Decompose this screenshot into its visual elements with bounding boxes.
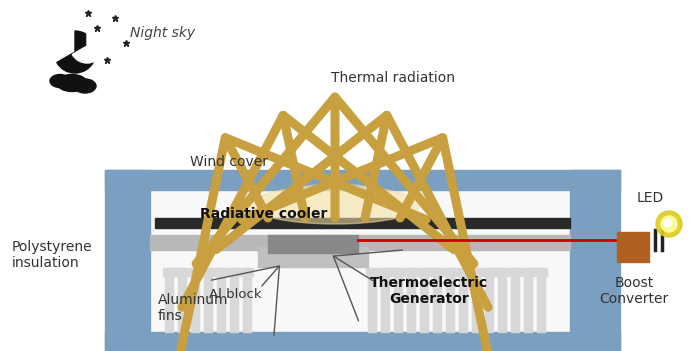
Bar: [511, 268, 519, 332]
Text: Aluminum
fins: Aluminum fins: [158, 293, 228, 323]
Bar: [498, 268, 506, 332]
Bar: [202, 268, 214, 276]
Text: Thermoelectric
Generator: Thermoelectric Generator: [370, 276, 488, 306]
Bar: [522, 268, 534, 276]
Bar: [431, 268, 443, 276]
Bar: [470, 268, 482, 276]
Bar: [459, 268, 467, 332]
Bar: [394, 268, 402, 332]
Text: Wind cover: Wind cover: [190, 155, 268, 169]
Bar: [268, 235, 358, 253]
Bar: [457, 268, 469, 276]
Bar: [368, 268, 376, 332]
Bar: [228, 268, 240, 276]
Bar: [496, 268, 508, 276]
Bar: [420, 268, 428, 332]
Bar: [191, 268, 199, 332]
Bar: [405, 268, 417, 276]
Bar: [472, 268, 480, 332]
Bar: [509, 268, 521, 276]
Ellipse shape: [74, 79, 96, 93]
Text: Thermal radiation: Thermal radiation: [331, 71, 455, 85]
Text: Boost
Converter: Boost Converter: [599, 276, 668, 306]
Bar: [258, 247, 368, 267]
Bar: [570, 170, 620, 350]
Bar: [217, 268, 225, 332]
Bar: [150, 190, 570, 235]
Bar: [105, 170, 150, 350]
Bar: [243, 268, 251, 332]
Bar: [485, 268, 493, 332]
Bar: [189, 268, 201, 276]
Ellipse shape: [250, 186, 420, 224]
Text: Radiative cooler: Radiative cooler: [200, 207, 328, 221]
Bar: [215, 268, 227, 276]
Bar: [176, 268, 188, 276]
Text: Polystyrene
insulation: Polystyrene insulation: [12, 240, 92, 270]
Bar: [230, 268, 238, 332]
Bar: [379, 268, 391, 276]
Bar: [418, 268, 430, 276]
Ellipse shape: [285, 184, 385, 206]
Bar: [381, 268, 389, 332]
Ellipse shape: [57, 74, 87, 92]
Bar: [178, 268, 186, 332]
Text: Al block: Al block: [209, 287, 262, 300]
Bar: [524, 268, 532, 332]
Bar: [150, 250, 570, 335]
Bar: [407, 268, 415, 332]
Bar: [204, 268, 212, 332]
Bar: [537, 268, 545, 332]
Ellipse shape: [656, 211, 682, 237]
Bar: [535, 268, 547, 276]
Wedge shape: [72, 29, 104, 63]
Bar: [444, 268, 456, 276]
Wedge shape: [57, 31, 96, 73]
Ellipse shape: [661, 216, 677, 232]
Ellipse shape: [50, 74, 70, 87]
Bar: [165, 268, 173, 332]
Bar: [392, 268, 404, 276]
Bar: [150, 235, 570, 250]
Bar: [105, 170, 620, 190]
Bar: [105, 332, 620, 350]
Bar: [163, 268, 175, 276]
Bar: [617, 232, 649, 262]
Ellipse shape: [664, 219, 672, 227]
Text: LED: LED: [636, 191, 664, 205]
Bar: [155, 218, 570, 228]
Bar: [446, 268, 454, 332]
Text: Night sky: Night sky: [130, 26, 195, 40]
Bar: [483, 268, 495, 276]
Bar: [366, 268, 378, 276]
Bar: [433, 268, 441, 332]
Bar: [241, 268, 253, 276]
